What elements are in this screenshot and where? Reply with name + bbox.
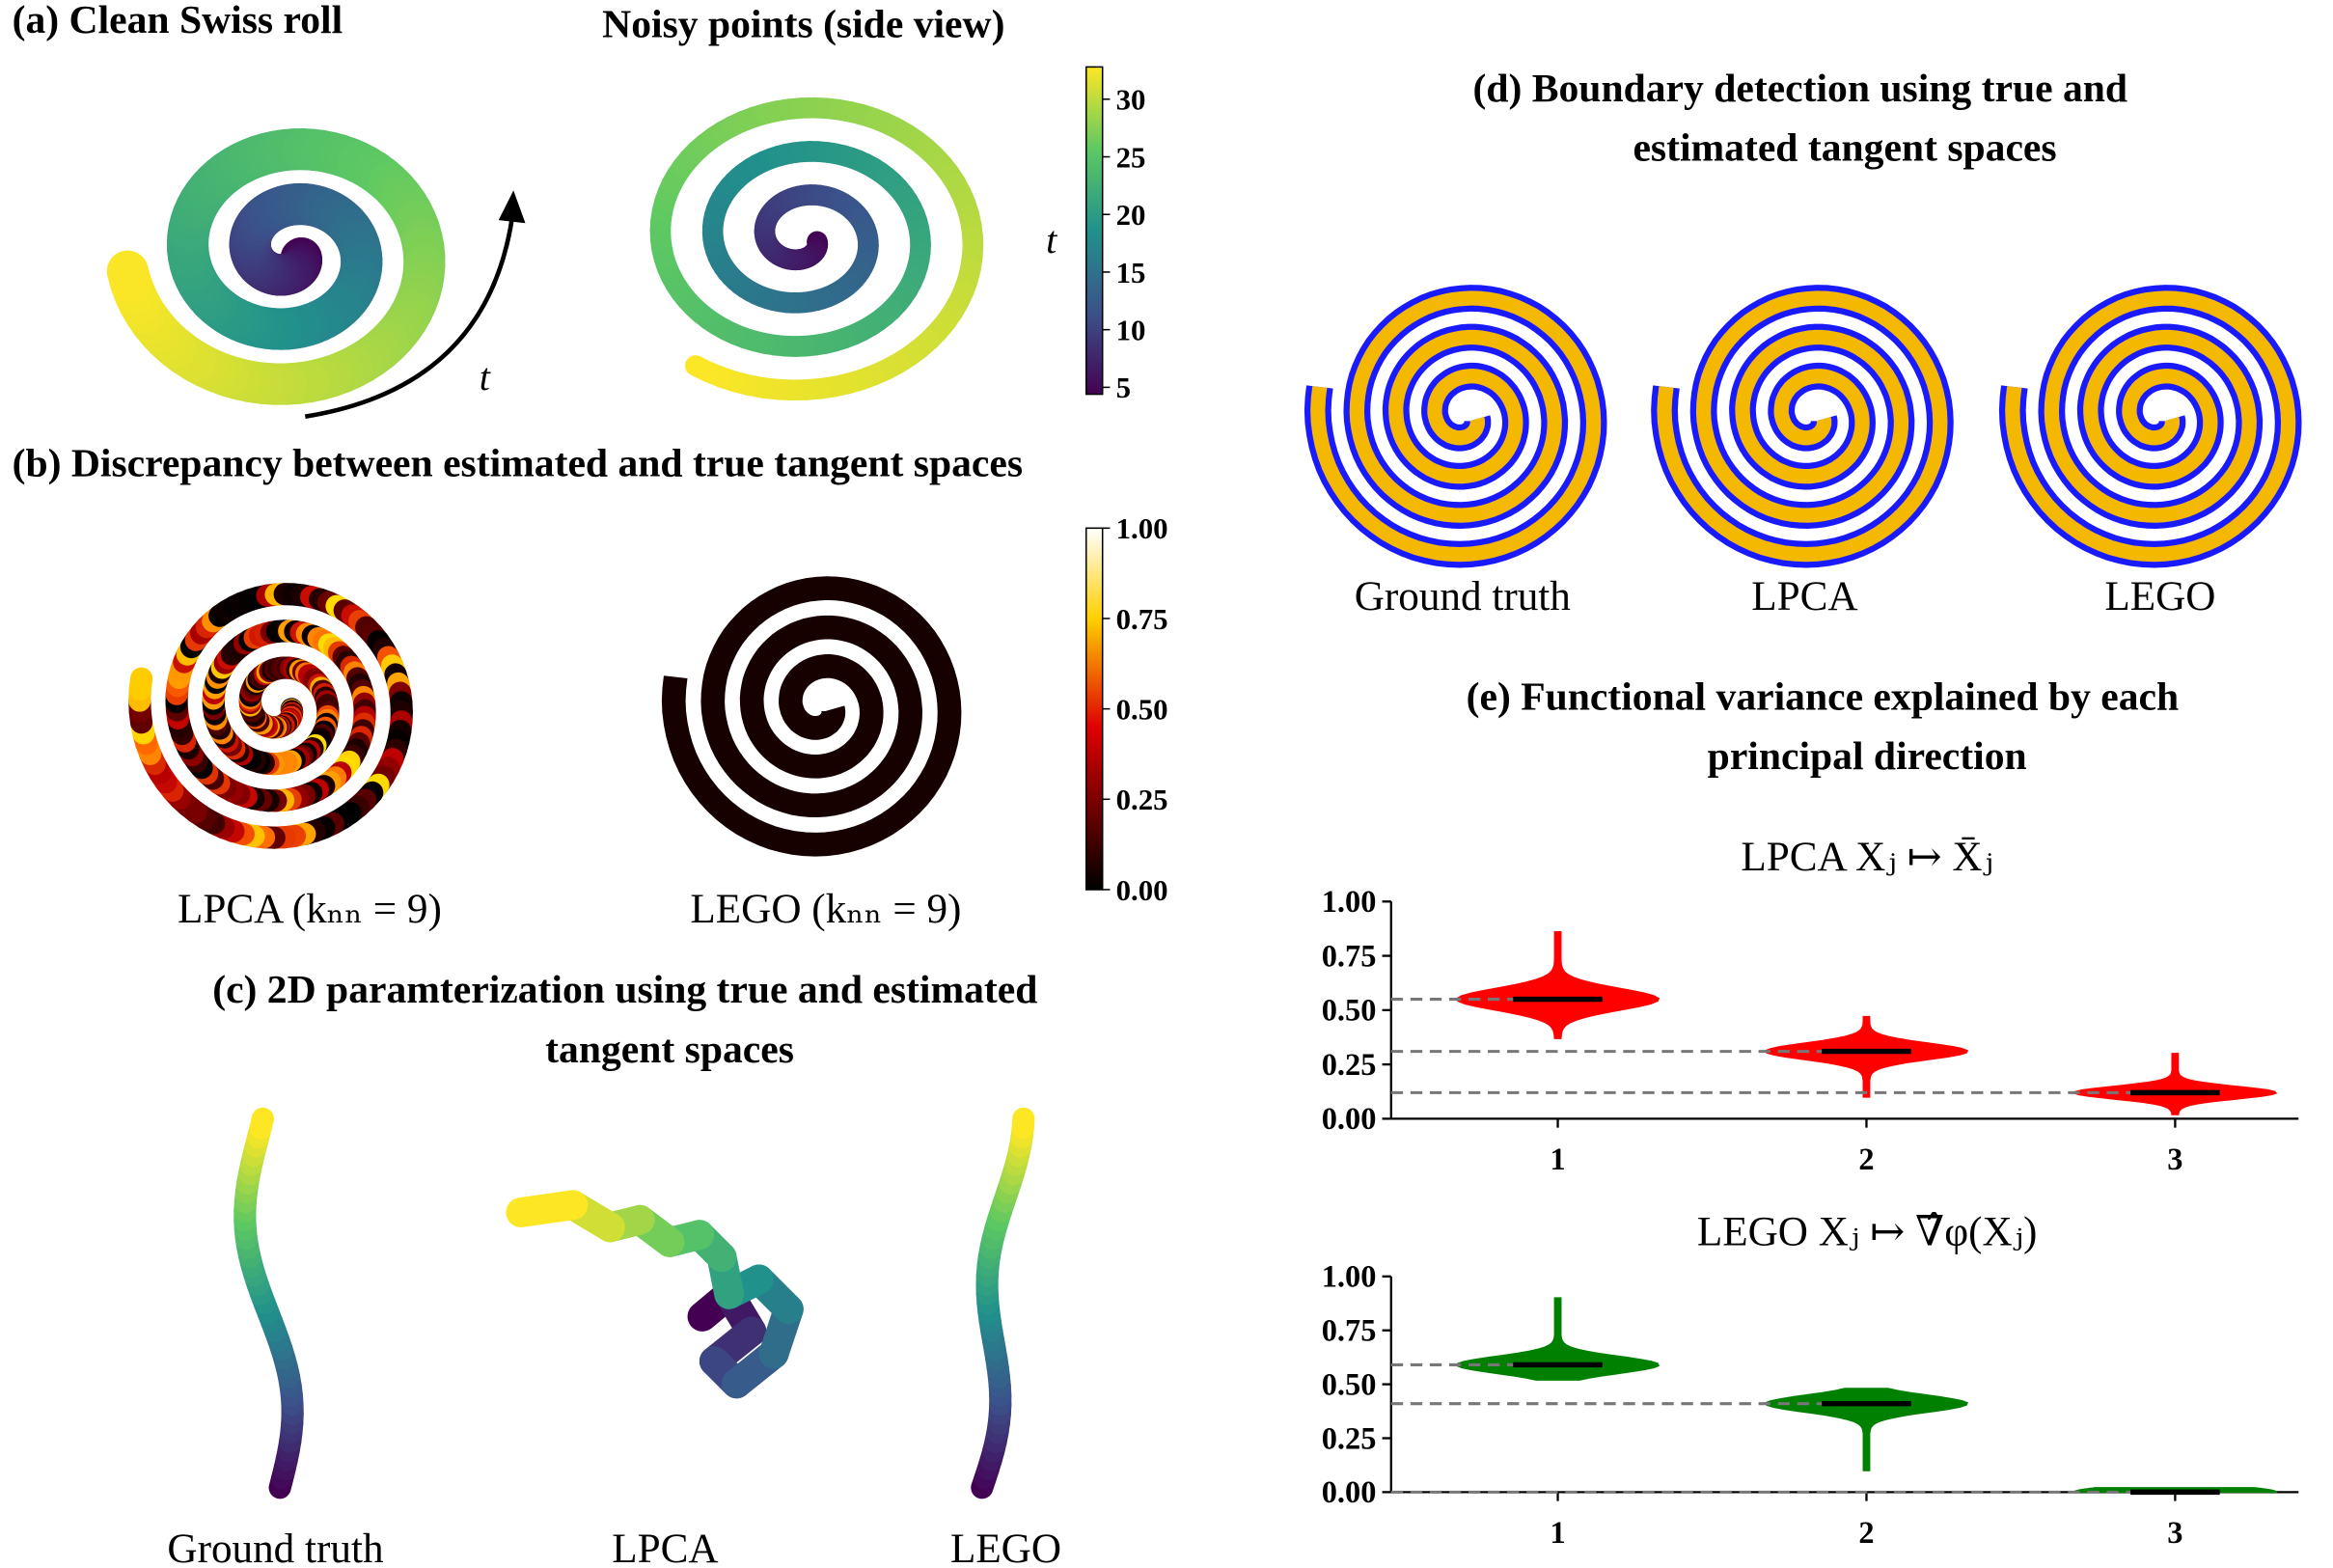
x-tick-label: 1 — [1550, 1142, 1565, 1177]
y-tick-label: 0.75 — [1322, 939, 1377, 974]
sub-label: Ground truth — [167, 1527, 384, 1568]
panel-title: principal direction — [1708, 734, 2027, 779]
panel-title: estimated tangent spaces — [1633, 126, 2056, 171]
colorbar — [1084, 66, 1104, 396]
sub-label: LEGO — [950, 1527, 1061, 1568]
panel-title: (a) Clean Swiss roll — [13, 0, 343, 42]
illustrations — [106, 96, 2302, 1499]
y-tick-label: 1.00 — [1322, 1260, 1377, 1295]
violin — [1456, 1297, 1661, 1381]
y-tick-label: 0.00 — [1322, 1475, 1377, 1510]
y-tick-label: 0.75 — [1322, 1313, 1377, 1348]
panel-title: (b) Discrepancy between estimated and tr… — [13, 441, 1023, 485]
colorbar-label: t — [1046, 218, 1057, 261]
spiral-segment — [685, 355, 719, 383]
spiral-segment — [128, 667, 153, 701]
sub-label: Ground truth — [1355, 574, 1572, 619]
colorbar-tick-label: 30 — [1116, 84, 1146, 117]
panel-title: (d) Boundary detection using true and — [1473, 67, 2128, 111]
sub-label: LPCA — [612, 1527, 718, 1568]
sub-label: LEGO — [2104, 574, 2215, 619]
panel-title: (e) Functional variance explained by eac… — [1467, 674, 2180, 719]
violin — [2072, 1053, 2278, 1115]
colorbar-tick-label: 25 — [1116, 141, 1146, 174]
panel-title: tangent spaces — [545, 1028, 794, 1072]
colorbar-tick-label: 0.00 — [1116, 874, 1168, 907]
sub-label: LEGO (kₙₙ = 9) — [690, 887, 961, 932]
colorbar-tick-label: 5 — [1116, 371, 1131, 404]
violin — [1764, 1015, 1969, 1098]
colorbar-tick-label: 20 — [1116, 199, 1146, 232]
violin — [1764, 1388, 1968, 1472]
violin — [1455, 930, 1661, 1039]
sub-label: LPCA — [1751, 574, 1857, 619]
x-tick-label: 3 — [2167, 1142, 2182, 1177]
strip-segment — [249, 1107, 274, 1140]
colorbar-tick-label: 15 — [1116, 257, 1146, 289]
spiral-segment — [106, 250, 151, 304]
chart-title: LPCA Xⱼ ↦ X̄ⱼ — [1741, 835, 1993, 880]
arrow-head — [498, 190, 526, 224]
y-tick-label: 1.00 — [1322, 885, 1377, 920]
x-tick-label: 3 — [2167, 1516, 2182, 1551]
y-tick-label: 0.50 — [1322, 1367, 1377, 1402]
arrow-label: t — [480, 355, 491, 399]
sub-label: LPCA (kₙₙ = 9) — [178, 887, 442, 932]
x-tick-label: 2 — [1858, 1142, 1874, 1177]
colorbar — [1084, 527, 1104, 891]
strip-segment — [1011, 1107, 1035, 1140]
colorbar-tick-label: 10 — [1116, 314, 1146, 346]
colorbar-tick-label: 0.75 — [1116, 603, 1168, 636]
strip-segment — [506, 1190, 589, 1227]
x-tick-label: 2 — [1858, 1516, 1874, 1551]
y-tick-label: 0.50 — [1322, 994, 1377, 1029]
panel-subtitle: Noisy points (side view) — [602, 3, 1004, 47]
spiral-core — [2005, 290, 2296, 563]
chart-title: LEGO Xⱼ ↦ ∇̂φ(Xⱼ) — [1697, 1209, 2038, 1254]
arrow — [304, 207, 516, 419]
spiral-core — [1310, 290, 1602, 563]
panel-title: (c) 2D paramterization using true and es… — [212, 968, 1037, 1012]
x-tick-label: 1 — [1550, 1516, 1565, 1551]
colorbar-tick-label: 0.25 — [1116, 784, 1168, 816]
y-tick-label: 0.00 — [1322, 1102, 1377, 1137]
spiral-core — [1657, 290, 1948, 563]
y-tick-label: 0.25 — [1322, 1421, 1377, 1456]
colorbar-tick-label: 1.00 — [1116, 512, 1168, 545]
colorbar-tick-label: 0.50 — [1116, 693, 1168, 726]
spiral — [661, 576, 962, 857]
y-tick-label: 0.25 — [1322, 1048, 1377, 1083]
